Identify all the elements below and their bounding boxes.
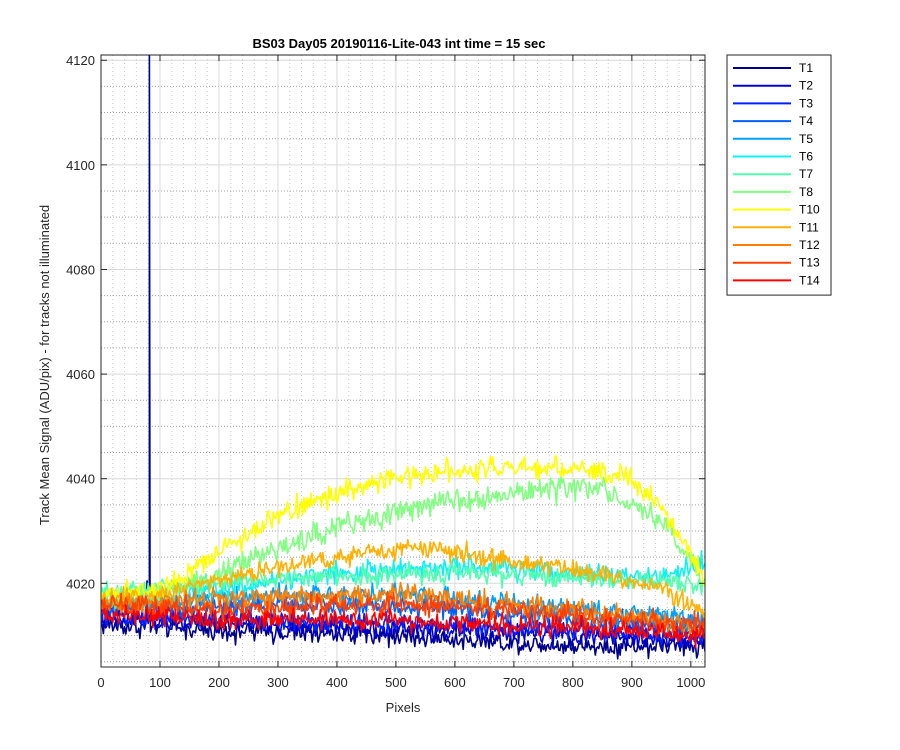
x-tick-label: 100 <box>149 675 171 690</box>
legend-label-t2: T2 <box>799 79 813 93</box>
x-tick-label: 900 <box>621 675 643 690</box>
series-line-t10 <box>101 455 705 603</box>
series-line-t1 <box>101 55 705 660</box>
series-line-t8 <box>101 474 705 608</box>
series-lines <box>101 55 705 660</box>
y-tick-label: 4100 <box>66 158 95 173</box>
x-axis-label: Pixels <box>386 700 421 715</box>
x-tick-label: 800 <box>562 675 584 690</box>
plot-area: 0 100 200 300 400 500 600 700 800 900 1000 4020 4040… <box>66 53 706 690</box>
y-tick-label: 4120 <box>66 53 95 68</box>
x-tick-label: 600 <box>444 675 466 690</box>
x-tick-label: 500 <box>385 675 407 690</box>
legend-label-t7: T7 <box>799 167 813 181</box>
series-line-t14 <box>101 604 705 649</box>
series-line-t7 <box>101 560 705 602</box>
legend-label-t1: T1 <box>799 61 813 75</box>
chart-title: BS03 Day05 20190116-Lite-043 int time = … <box>252 36 545 51</box>
x-tick-label: 200 <box>208 675 230 690</box>
x-tick-label: 300 <box>267 675 289 690</box>
x-tick-label: 700 <box>503 675 525 690</box>
legend-label-t6: T6 <box>799 150 813 164</box>
legend-label-t4: T4 <box>799 114 813 128</box>
y-tick-label: 4060 <box>66 367 95 382</box>
legend-label-t12: T12 <box>799 238 820 252</box>
series-line-t11 <box>101 539 705 622</box>
y-tick-label: 4020 <box>66 576 95 591</box>
series-line-t13 <box>101 591 705 638</box>
legend: T1 T2 T3 T4 T5 T6 T7 T8 T10 T11 T12 T13 T14 <box>726 54 832 296</box>
legend-label-t13: T13 <box>799 256 820 270</box>
legend-label-t5: T5 <box>799 132 813 146</box>
x-tick-label: 0 <box>97 675 104 690</box>
legend-label-t3: T3 <box>799 96 813 110</box>
series-line-t12 <box>101 581 705 637</box>
legend-label-t14: T14 <box>799 273 820 287</box>
legend-label-t10: T10 <box>799 203 820 217</box>
legend-label-t11: T11 <box>799 220 819 234</box>
x-tick-label: 1000 <box>676 675 705 690</box>
x-tick-label: 400 <box>326 675 348 690</box>
y-axis-label: Track Mean Signal (ADU/pix) - for tracks… <box>37 205 52 525</box>
y-tick-label: 4040 <box>66 472 95 487</box>
y-tick-label: 4080 <box>66 262 95 277</box>
legend-label-t8: T8 <box>799 185 813 199</box>
axes: 0 100 200 300 400 500 600 700 800 900 1000 4020 4040… <box>66 53 706 690</box>
